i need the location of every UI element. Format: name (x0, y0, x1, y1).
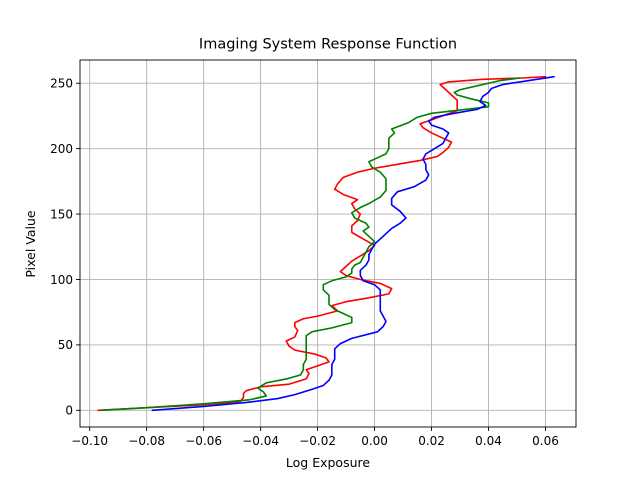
series-line-blue (151, 75, 555, 412)
x-tick-label: −0.02 (299, 434, 336, 448)
series-line-green (100, 77, 521, 412)
y-tick-label: 0 (65, 404, 73, 418)
x-tick-label: 0.04 (475, 434, 502, 448)
series-line-red (97, 75, 547, 412)
series-layer (97, 75, 555, 412)
y-axis-label: Pixel Value (23, 210, 38, 278)
x-axis-ticks: −0.10 −0.08 −0.06 −0.04 −0.02 0.00 0.02 0.04 0.0… (71, 427, 559, 448)
x-tick-label: −0.08 (128, 434, 165, 448)
x-tick-label: −0.10 (71, 434, 108, 448)
y-axis-ticks: 0 50 100 150 200 250 (50, 77, 80, 418)
x-tick-label: 0.02 (418, 434, 445, 448)
y-tick-label: 200 (50, 142, 73, 156)
x-tick-label: 0.06 (532, 434, 559, 448)
x-axis-label: Log Exposure (286, 455, 370, 470)
x-tick-label: −0.06 (185, 434, 222, 448)
y-tick-label: 100 (50, 273, 73, 287)
plot-area-frame (79, 59, 577, 428)
x-tick-label: 0.00 (361, 434, 388, 448)
y-tick-label: 250 (50, 77, 73, 91)
chart-title: Imaging System Response Function (199, 37, 457, 53)
y-tick-label: 150 (50, 207, 73, 221)
y-tick-label: 50 (58, 338, 73, 352)
x-tick-label: −0.04 (242, 434, 279, 448)
